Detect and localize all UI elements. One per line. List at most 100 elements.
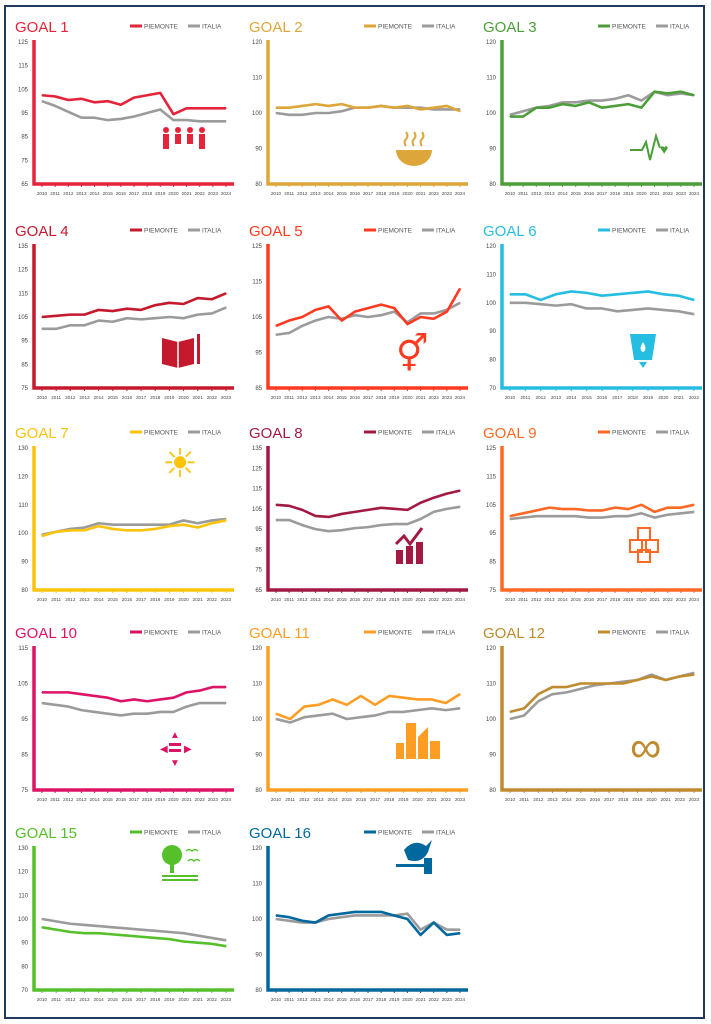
y-tick-label: 125 xyxy=(252,244,263,250)
data-point-italia xyxy=(459,302,461,304)
bar-shape xyxy=(406,546,413,564)
data-point-italia xyxy=(509,302,511,304)
data-point-italia xyxy=(346,718,348,720)
data-point-piemonte xyxy=(665,679,667,681)
data-point-piemonte xyxy=(680,507,682,509)
x-tick-label: 2011 xyxy=(518,191,528,196)
x-tick-label: 2016 xyxy=(350,997,361,1002)
data-point-italia xyxy=(327,316,330,318)
x-tick-label: 2018 xyxy=(384,797,395,802)
book-icon xyxy=(162,334,200,368)
bowl-shape xyxy=(396,150,432,166)
x-tick-label: 2012 xyxy=(531,597,542,602)
data-point-piemonte xyxy=(374,704,376,706)
family-icon xyxy=(163,127,205,149)
data-point-piemonte xyxy=(301,105,303,107)
data-point-piemonte xyxy=(212,107,214,109)
data-point-piemonte xyxy=(41,926,43,928)
trend-arrow xyxy=(394,527,424,547)
y-tick-label: 95 xyxy=(21,111,28,117)
legend-label-italia: ITALIA xyxy=(202,630,222,637)
data-point-italia xyxy=(522,110,524,112)
data-point-italia xyxy=(614,515,616,517)
data-point-piemonte xyxy=(367,107,369,109)
data-point-italia xyxy=(380,314,382,316)
data-point-piemonte xyxy=(433,921,435,924)
cube-shape xyxy=(637,549,651,563)
data-point-piemonte xyxy=(406,509,409,511)
data-point-piemonte xyxy=(197,297,199,299)
data-point-italia xyxy=(627,94,629,96)
legend-label-piemonte: PIEMONTE xyxy=(378,228,413,235)
chart-title: GOAL 16 xyxy=(249,825,311,842)
x-tick-label: 2012 xyxy=(297,597,308,602)
x-tick-label: 2019 xyxy=(164,597,175,602)
steam-line xyxy=(419,131,425,147)
y-tick-label: 100 xyxy=(486,717,497,723)
chart-panel-goal-16: GOAL 16 PIEMONTE ITALIA 80 90 100 110 120 2010 20… xyxy=(246,818,472,1014)
data-point-piemonte xyxy=(354,311,356,313)
data-point-piemonte xyxy=(535,107,537,109)
line-chart: GOAL 8 PIEMONTE ITALIA 65 75 85 95 105 115 125 135… xyxy=(249,425,468,602)
legend-label-italia: ITALIA xyxy=(670,24,690,31)
data-point-italia xyxy=(185,119,188,121)
chart-panel-goal-6: GOAL 6 PIEMONTE ITALIA 70 80 90 100 110 120 2010 2… xyxy=(480,216,706,412)
data-point-piemonte xyxy=(367,911,369,913)
house xyxy=(396,743,404,759)
data-point-piemonte xyxy=(182,303,185,305)
y-tick-label: 115 xyxy=(18,646,28,652)
y-tick-label: 100 xyxy=(252,111,263,117)
data-point-italia xyxy=(601,307,603,310)
x-tick-label: 2016 xyxy=(116,797,127,802)
data-point-piemonte xyxy=(41,316,43,318)
growth-chart-icon xyxy=(394,527,424,564)
data-point-piemonte xyxy=(289,718,291,720)
data-point-italia xyxy=(402,711,404,713)
x-tick-label: 2017 xyxy=(370,797,381,802)
data-point-piemonte xyxy=(182,940,185,943)
data-point-piemonte xyxy=(168,525,170,527)
pulse-line xyxy=(630,132,661,161)
data-point-italia xyxy=(289,721,291,724)
x-tick-label: 2016 xyxy=(356,797,367,802)
x-tick-label: 2015 xyxy=(582,395,593,400)
data-point-piemonte xyxy=(275,504,277,506)
x-tick-label: 2010 xyxy=(271,191,282,196)
x-tick-label: 2024 xyxy=(455,597,466,602)
data-point-piemonte xyxy=(667,92,669,95)
x-tick-label: 2021 xyxy=(193,997,204,1002)
x-tick-label: 2024 xyxy=(689,597,700,602)
legend-label-piemonte: PIEMONTE xyxy=(378,430,413,437)
data-point-italia xyxy=(406,523,409,525)
data-point-italia xyxy=(419,312,422,315)
x-tick-label: 2020 xyxy=(168,797,179,802)
data-point-italia xyxy=(341,110,343,112)
x-tick-label: 2022 xyxy=(689,395,700,400)
y-tick-label: 70 xyxy=(21,988,28,994)
x-tick-label: 2011 xyxy=(51,597,61,602)
data-point-piemonte xyxy=(667,507,669,509)
legend-label-piemonte: PIEMONTE xyxy=(612,430,647,437)
data-point-italia xyxy=(317,714,320,717)
y-tick-label: 85 xyxy=(255,386,262,392)
x-tick-label: 2010 xyxy=(271,597,282,602)
bird xyxy=(185,848,199,853)
x-tick-label: 2015 xyxy=(337,597,348,602)
x-tick-label: 2018 xyxy=(150,597,161,602)
dove-shape xyxy=(404,840,432,861)
data-point-piemonte xyxy=(146,700,148,702)
x-tick-label: 2017 xyxy=(597,191,608,196)
x-tick-label: 2019 xyxy=(155,797,166,802)
y-tick-label: 120 xyxy=(486,244,497,250)
data-point-piemonte xyxy=(459,490,461,492)
x-tick-label: 2016 xyxy=(116,191,127,196)
x-tick-label: 2017 xyxy=(612,395,623,400)
data-point-italia xyxy=(288,332,290,334)
x-tick-label: 2013 xyxy=(79,395,90,400)
y-tick-label: 65 xyxy=(255,588,262,594)
data-point-italia xyxy=(551,693,554,695)
data-point-piemonte xyxy=(446,311,448,313)
arrow-down xyxy=(639,362,647,368)
